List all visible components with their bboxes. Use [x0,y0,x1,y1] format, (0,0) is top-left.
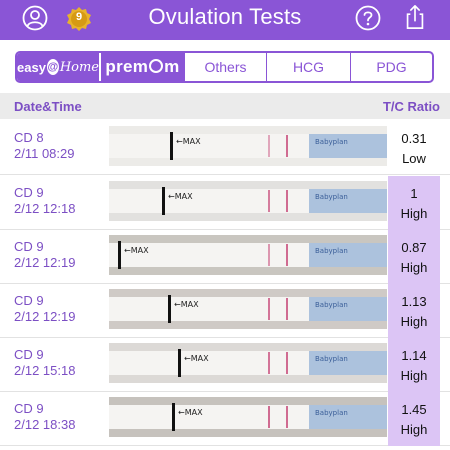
tab-hcg[interactable]: HCG [267,53,351,81]
row-datetime: CD 9 2/12 18:38 [14,401,75,433]
ratio-column-header: T/C Ratio [382,99,440,114]
strip-max-label: ←MAX [176,137,201,146]
lh-level-label: High [400,206,428,221]
table-row[interactable]: CD 9 2/12 15:18 ←MAX Babyplan 1.14 High [0,338,450,392]
table-row[interactable]: CD 8 2/11 08:29 ←MAX Babyplan 0.31 Low [0,121,450,175]
test-time: 2/12 12:19 [14,255,76,270]
table-row[interactable]: CD 9 2/12 12:19 ←MAX Babyplan 1.13 High [0,284,450,338]
tc-ratio-cell: 1.14 High [388,338,440,392]
cycle-day: CD 9 [14,239,44,254]
row-datetime: CD 9 2/12 12:18 [14,185,75,217]
row-datetime: CD 9 2/12 12:19 [14,239,75,271]
test-time: 2/12 18:38 [14,417,76,432]
strip-max-label: ←MAX [124,246,149,255]
test-strip-image: ←MAX Babyplan [109,126,387,166]
cycle-day: CD 9 [14,185,44,200]
strip-brand-label: Babyplan [315,247,348,255]
datetime-column-header: Date&Time [14,99,82,114]
lh-level-label: High [400,260,428,275]
tab-others[interactable]: Others [185,53,267,81]
medal-badge-icon[interactable]: 9 [66,6,92,32]
strip-max-label: ←MAX [178,408,203,417]
table-row[interactable]: CD 9 2/12 12:18 ←MAX Babyplan 1 High [0,176,450,230]
tc-ratio-cell: 0.87 High [388,230,440,284]
tc-ratio-value: 1.13 [401,294,427,309]
cycle-day: CD 9 [14,293,44,308]
test-strip-image: ←MAX Babyplan [109,343,387,383]
test-strip-image: ←MAX Babyplan [109,289,387,329]
test-time: 2/12 15:18 [14,363,76,378]
table-header: Date&Time T/C Ratio [0,93,450,119]
row-datetime: CD 8 2/11 08:29 [14,130,74,162]
strip-max-label: ←MAX [168,192,193,201]
strip-brand-label: Babyplan [315,409,348,417]
tc-ratio-cell: 1.13 High [388,284,440,338]
cycle-day: CD 9 [14,347,44,362]
test-strip-image: ←MAX Babyplan [109,181,387,221]
test-type-tabs: easy @ Home prem m Others HCG PDG [15,51,434,83]
premom-logo-b: m [164,57,180,76]
tc-ratio-value: 1.45 [401,402,427,417]
lh-level-label: Low [402,151,426,166]
easy-home-logo-b: Home [59,59,99,75]
lh-level-label: High [400,314,428,329]
test-time: 2/11 08:29 [14,146,75,161]
help-icon[interactable] [355,5,381,31]
cycle-day: CD 8 [14,130,44,145]
tc-ratio-cell: 1 High [388,176,440,230]
test-time: 2/12 12:18 [14,201,76,216]
tab-pdg[interactable]: PDG [376,59,407,75]
tc-ratio-cell: 1.45 High [388,392,440,446]
test-time: 2/12 12:19 [14,309,76,324]
easy-home-logo-a: easy [17,59,46,75]
page-title: Ovulation Tests [148,4,302,29]
premom-logo-o-icon [149,59,164,73]
badge-count: 9 [75,11,83,23]
row-datetime: CD 9 2/12 12:19 [14,293,75,325]
tc-ratio-cell: 0.31 Low [388,121,440,175]
strip-max-label: ←MAX [184,354,209,363]
table-row[interactable]: CD 9 2/12 18:38 ←MAX Babyplan 1.45 High [0,392,450,446]
strip-brand-label: Babyplan [315,355,348,363]
lh-level-label: High [400,422,428,437]
app-header: 9 Ovulation Tests [0,0,450,40]
strip-brand-label: Babyplan [315,193,348,201]
tab-premom[interactable]: prem m [101,53,185,81]
tc-ratio-value: 0.31 [401,131,427,146]
easy-home-logo-at: @ [46,59,59,75]
share-icon[interactable] [402,4,428,30]
row-datetime: CD 9 2/12 15:18 [14,347,75,379]
strip-max-label: ←MAX [174,300,199,309]
test-strip-image: ←MAX Babyplan [109,235,387,275]
lh-level-label: High [400,368,428,383]
tc-ratio-value: 1.14 [401,348,427,363]
strip-brand-label: Babyplan [315,301,348,309]
premom-logo-a: prem [105,57,149,76]
cycle-day: CD 9 [14,401,44,416]
tc-ratio-value: 0.87 [401,240,427,255]
tc-ratio-value: 1 [410,186,418,201]
test-strip-image: ←MAX Babyplan [109,397,387,437]
user-icon[interactable] [22,5,48,31]
tab-easy-at-home[interactable]: easy @ Home [17,53,101,81]
strip-brand-label: Babyplan [315,138,348,146]
table-row[interactable]: CD 9 2/12 12:19 ←MAX Babyplan 0.87 High [0,230,450,284]
